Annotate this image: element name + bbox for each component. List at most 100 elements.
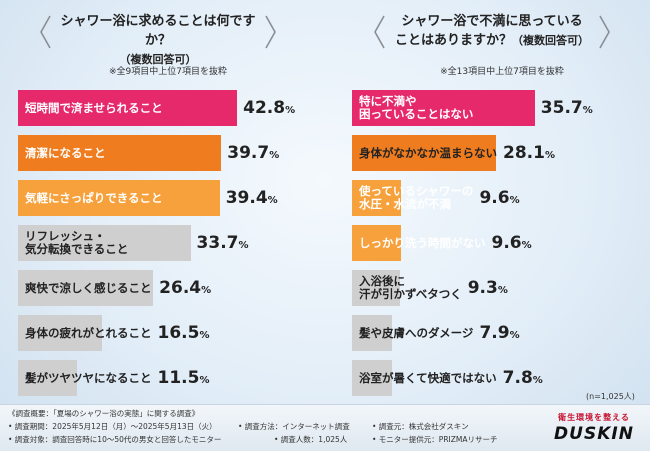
left-bracket-icon: [40, 15, 51, 49]
right-chart-title: シャワー浴で不満に思っている ことはありますか？（複数回答可）: [388, 12, 596, 50]
right-bar-chart: 特に不満や 困っていることはない 35.7% 身体がなかなか温まらない 28.1% 使っ…: [342, 90, 642, 396]
bar-category-label: 身体がなかなか温まらない: [359, 145, 497, 160]
survey-period: • 調査期間：2025年5月12日（月）〜2025年5月13日（火）: [8, 422, 217, 431]
bar: [18, 270, 154, 306]
bar-row: 使っているシャワーの 水圧・水流が不満 9.6%: [352, 180, 642, 216]
value-unit: %: [509, 330, 520, 341]
bar: [18, 315, 103, 351]
bar-value-label: 28.1%: [503, 135, 555, 171]
bar-value-label: 9.6%: [492, 225, 532, 261]
bar-row: 気軽にさっぱりできること 39.4%: [18, 180, 308, 216]
bar-value-label: 7.8%: [503, 360, 543, 396]
logo-wordmark: DUSKIN: [554, 424, 634, 444]
bar-category-label: 使っているシャワーの 水圧・水流が不満: [359, 184, 474, 211]
bar: [352, 315, 393, 351]
left-title-sub: （複数回答可）: [119, 53, 197, 66]
left-chart-header: シャワー浴に求めることは何ですか？ （複数回答可）: [38, 8, 278, 66]
bar: [352, 270, 400, 306]
duskin-logo: 衛生環境を整える DUSKIN: [544, 412, 644, 444]
value-unit: %: [285, 105, 296, 116]
value-unit: %: [521, 240, 532, 251]
logo-tagline: 衛生環境を整える: [558, 413, 630, 422]
bar-value-label: 42.8%: [243, 90, 295, 126]
bar-category-label: 髪がツヤツヤになること: [25, 370, 152, 385]
survey-method: • 調査方法：インターネット調査: [238, 422, 350, 431]
bar-category-label: 特に不満や 困っていることはない: [359, 94, 474, 121]
bar-value-label: 9.3%: [468, 270, 508, 306]
bar-row: 浴室が暑くて快適ではない 7.8%: [352, 360, 642, 396]
value-unit: %: [267, 195, 278, 206]
bar-value-label: 7.9%: [479, 315, 519, 351]
value-unit: %: [238, 240, 249, 251]
bar: [352, 135, 496, 171]
bar-category-label: リフレッシュ・ 気分転換できること: [25, 229, 129, 256]
bar-row: 身体がなかなか温まらない 28.1%: [352, 135, 642, 171]
bar-category-label: しっかり洗う時間がない: [359, 235, 486, 250]
bar-value-label: 39.7%: [227, 135, 279, 171]
value-number: 39.7: [227, 143, 270, 163]
survey-provider: • モニター提供元：PRIZMAリサーチ: [372, 435, 498, 444]
bar-value-label: 9.6%: [479, 180, 519, 216]
bar: [18, 360, 77, 396]
left-bracket-icon: [374, 15, 385, 49]
right-title-main: シャワー浴で不満に思っている ことはありますか？: [394, 14, 583, 48]
value-unit: %: [582, 105, 593, 116]
bar-value-label: 39.4%: [226, 180, 278, 216]
bar: [18, 135, 222, 171]
left-bar-chart: 短時間で済ませられること 42.8% 清潔になること 39.7% 気軽にさっぱりできるこ…: [8, 90, 308, 396]
survey-footer: 《調査概要：「夏場のシャワー浴の実態」に関する調査》 • 調査期間：2025年5…: [0, 404, 650, 451]
value-number: 7.9: [479, 323, 510, 343]
right-chart-panel: シャワー浴で不満に思っている ことはありますか？（複数回答可） ※全13項目中上…: [342, 0, 642, 396]
bar-row: 爽快で涼しく感じること 26.4%: [18, 270, 308, 306]
bar-value-label: 35.7%: [541, 90, 593, 126]
right-bracket-icon: [265, 15, 276, 49]
value-unit: %: [201, 285, 212, 296]
value-unit: %: [199, 375, 210, 386]
bar-row: 入浴後に 汗が引かずベタつく 9.3%: [352, 270, 642, 306]
bar-value-label: 26.4%: [159, 270, 211, 306]
value-unit: %: [544, 150, 555, 161]
bar-row: 特に不満や 困っていることはない 35.7%: [352, 90, 642, 126]
bar: [18, 225, 191, 261]
bar-row: リフレッシュ・ 気分転換できること 33.7%: [18, 225, 308, 261]
bar-row: 髪や皮膚へのダメージ 7.9%: [352, 315, 642, 351]
left-title-main: シャワー浴に求めることは何ですか？: [60, 14, 256, 48]
right-bracket-icon: [599, 15, 610, 49]
bar: [352, 90, 535, 126]
value-number: 9.6: [491, 233, 522, 253]
right-title-sub: （複数回答可）: [512, 34, 589, 47]
value-unit: %: [199, 330, 210, 341]
value-number: 26.4: [159, 278, 202, 298]
value-number: 28.1: [503, 143, 545, 163]
sample-size-note: (n=1,025人): [586, 392, 635, 401]
left-chart-panel: シャワー浴に求めることは何ですか？ （複数回答可） ※全9項目中上位7項目を抜粋…: [8, 0, 308, 396]
bar-row: 短時間で済ませられること 42.8%: [18, 90, 308, 126]
value-unit: %: [497, 285, 508, 296]
survey-overview: 《調査概要：「夏場のシャワー浴の実態」に関する調査》: [8, 409, 200, 418]
value-number: 16.5: [157, 323, 200, 343]
value-number: 9.6: [479, 188, 510, 208]
survey-target: • 調査対象：調査回答時に10〜50代の男女と回答したモニター: [8, 435, 222, 444]
value-number: 11.5: [157, 368, 200, 388]
bar-row: 身体の疲れがとれること 16.5%: [18, 315, 308, 351]
bar: [352, 180, 402, 216]
value-number: 39.4: [225, 188, 268, 208]
bar-category-label: 気軽にさっぱりできること: [25, 190, 163, 205]
right-chart-note: ※全13項目中上位7項目を抜粋: [440, 67, 564, 77]
bar: [352, 360, 392, 396]
bar-category-label: 爽快で涼しく感じること: [25, 280, 152, 295]
value-unit: %: [269, 150, 280, 161]
bar-category-label: 短時間で済ませられること: [25, 100, 163, 115]
value-number: 33.7: [196, 233, 239, 253]
bar: [18, 90, 238, 126]
bar: [18, 180, 220, 216]
right-chart-header: シャワー浴で不満に思っている ことはありますか？（複数回答可）: [372, 8, 612, 58]
survey-source: • 調査元：株式会社ダスキン: [372, 422, 469, 431]
bar-row: 髪がツヤツヤになること 11.5%: [18, 360, 308, 396]
bar-category-label: 清潔になること: [25, 145, 106, 160]
bar-row: 清潔になること 39.7%: [18, 135, 308, 171]
bar-value-label: 11.5%: [158, 360, 210, 396]
value-unit: %: [509, 195, 520, 206]
value-unit: %: [532, 375, 543, 386]
value-number: 7.8: [502, 368, 533, 388]
